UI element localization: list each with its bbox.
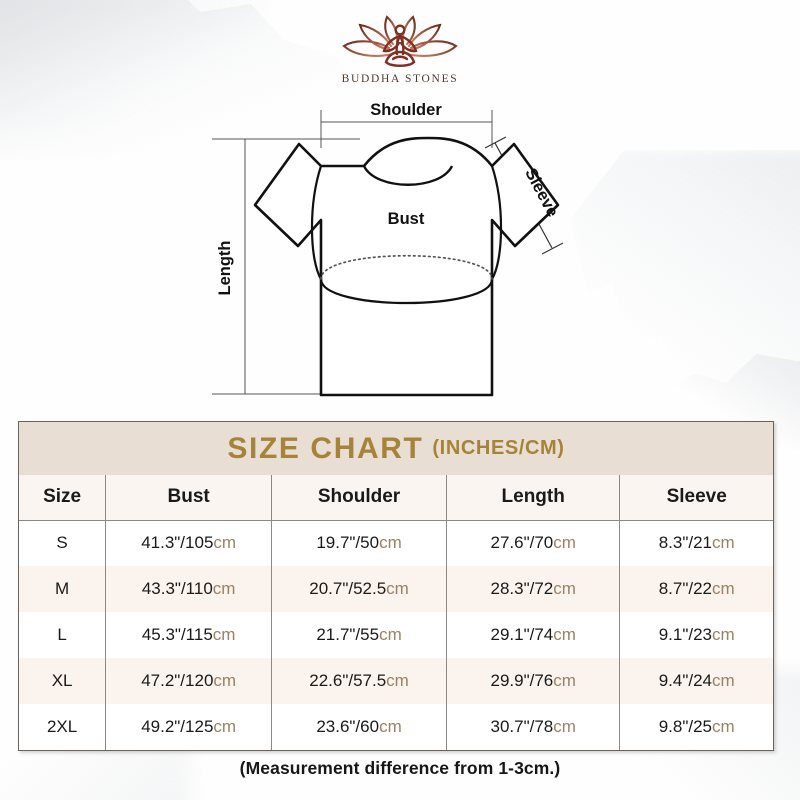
shoulder-label: Shoulder xyxy=(370,101,442,119)
cell-sleeve: 8.7"/22cm xyxy=(619,566,773,612)
cell-size: XL xyxy=(19,658,106,704)
unit-label: cm xyxy=(553,671,576,690)
value-inches: 23.6"/60 xyxy=(316,717,380,736)
cell-shoulder: 23.6"/60cm xyxy=(271,704,447,750)
value-inches: 20.7"/52.5 xyxy=(309,579,387,598)
cell-length: 28.3"/72cm xyxy=(445,566,620,612)
unit-label: cm xyxy=(386,579,409,598)
value-inches: 27.6"/70 xyxy=(490,533,554,553)
value-inches: 30.7"/78 xyxy=(490,717,554,736)
tshirt-measurement-diagram: Shoulder Bust Length Sleeve xyxy=(212,101,564,397)
column-header-sleeve: Sleeve xyxy=(619,475,773,521)
cell-sleeve: 8.3"/21cm xyxy=(619,520,773,566)
value-inches: 29.9"/76 xyxy=(490,671,554,690)
unit-label: cm xyxy=(379,533,402,553)
unit-label: cm xyxy=(379,717,402,736)
cell-size: L xyxy=(19,612,106,658)
unit-label: cm xyxy=(553,533,576,553)
unit-label: cm xyxy=(712,625,735,644)
unit-label: cm xyxy=(553,717,576,736)
unit-label: cm xyxy=(379,625,402,644)
dimension-guides xyxy=(212,110,493,395)
column-header-size: Size xyxy=(19,475,106,521)
brand-header: BUDDHA STONES xyxy=(0,10,800,85)
size-chart-card: SIZE CHART (INCHES/CM) Size Bust Shoulde… xyxy=(18,421,774,751)
unit-label: cm xyxy=(712,671,735,690)
table-row: L 45.3"/115cm 21.7"/55cm 29.1"/74cm 9.1"… xyxy=(19,612,773,658)
value-inches: 8.3"/21 xyxy=(658,533,713,553)
size-chart-table: Size Bust Shoulder Length Sleeve S 41.3"… xyxy=(19,475,773,750)
neckline xyxy=(362,165,454,186)
value-inches: 9.1"/23 xyxy=(658,625,713,644)
cell-shoulder: 22.6"/57.5cm xyxy=(271,658,447,704)
cell-shoulder: 20.7"/52.5cm xyxy=(271,566,447,612)
column-header-length: Length xyxy=(445,475,620,521)
cell-bust: 45.3"/115cm xyxy=(105,612,272,658)
cell-length: 29.1"/74cm xyxy=(445,612,620,658)
table-header-row: Size Bust Shoulder Length Sleeve xyxy=(19,475,773,521)
cell-sleeve: 9.8"/25cm xyxy=(619,704,773,750)
value-inches: 28.3"/72 xyxy=(490,579,554,598)
cell-length: 29.9"/76cm xyxy=(445,658,620,704)
cell-sleeve: 9.1"/23cm xyxy=(619,612,773,658)
unit-label: cm xyxy=(553,579,576,598)
cell-bust: 43.3"/110cm xyxy=(105,566,272,612)
value-inches: 21.7"/55 xyxy=(316,625,380,644)
value-inches: 29.1"/74 xyxy=(490,625,554,644)
unit-label: cm xyxy=(712,579,735,598)
cell-bust: 47.2"/120cm xyxy=(105,658,272,704)
size-chart-title: SIZE CHART xyxy=(227,431,424,465)
measurement-note: (Measurement difference from 1-3cm.) xyxy=(239,758,561,778)
cell-bust: 49.2"/125cm xyxy=(105,704,272,750)
cell-bust: 41.3"/105cm xyxy=(105,520,272,566)
bust-label: Bust xyxy=(388,210,425,228)
cell-shoulder: 21.7"/55cm xyxy=(271,612,447,658)
value-inches: 43.3"/110 xyxy=(141,579,213,598)
value-inches: 49.2"/125 xyxy=(141,717,214,736)
armhole-seams xyxy=(310,165,503,280)
value-inches: 9.4"/24 xyxy=(658,671,713,690)
size-chart-title-bar: SIZE CHART (INCHES/CM) xyxy=(19,422,773,475)
value-inches: 45.3"/115 xyxy=(141,625,213,644)
value-inches: 8.7"/22 xyxy=(658,579,713,598)
cell-length: 27.6"/70cm xyxy=(445,520,620,566)
unit-label: cm xyxy=(712,717,735,736)
cell-sleeve: 9.4"/24cm xyxy=(619,658,773,704)
table-row: S 41.3"/105cm 19.7"/50cm 27.6"/70cm 8.3"… xyxy=(19,520,773,566)
unit-label: cm xyxy=(553,625,576,644)
unit-label: cm xyxy=(712,533,735,553)
unit-label: cm xyxy=(213,533,237,553)
value-inches: 47.2"/120 xyxy=(141,671,214,690)
value-inches: 9.8"/25 xyxy=(658,717,713,736)
unit-label: cm xyxy=(212,625,236,644)
unit-label: cm xyxy=(212,579,236,598)
brand-name: BUDDHA STONES xyxy=(341,73,459,85)
table-row: XL 47.2"/120cm 22.6"/57.5cm 29.9"/76cm 9… xyxy=(19,658,773,704)
tshirt-outline xyxy=(253,136,560,397)
bust-ellipse xyxy=(319,254,494,305)
unit-label: cm xyxy=(213,717,237,736)
unit-label: cm xyxy=(213,671,237,690)
length-label: Length xyxy=(216,241,234,296)
cell-size: 2XL xyxy=(19,704,106,750)
column-header-shoulder: Shoulder xyxy=(271,475,447,521)
cell-size: S xyxy=(19,520,106,566)
cell-length: 30.7"/78cm xyxy=(445,704,620,750)
cell-shoulder: 19.7"/50cm xyxy=(271,520,447,566)
lotus-meditation-icon xyxy=(342,15,458,67)
size-chart-units: (INCHES/CM) xyxy=(432,437,565,459)
column-header-bust: Bust xyxy=(105,475,272,521)
value-inches: 19.7"/50 xyxy=(316,533,380,553)
value-inches: 22.6"/57.5 xyxy=(309,671,387,690)
ink-wash-texture-right xyxy=(570,150,800,440)
table-row: M 43.3"/110cm 20.7"/52.5cm 28.3"/72cm 8.… xyxy=(19,566,773,612)
cell-size: M xyxy=(19,566,106,612)
unit-label: cm xyxy=(386,671,409,690)
value-inches: 41.3"/105 xyxy=(141,533,214,553)
table-row: 2XL 49.2"/125cm 23.6"/60cm 30.7"/78cm 9.… xyxy=(19,704,773,750)
